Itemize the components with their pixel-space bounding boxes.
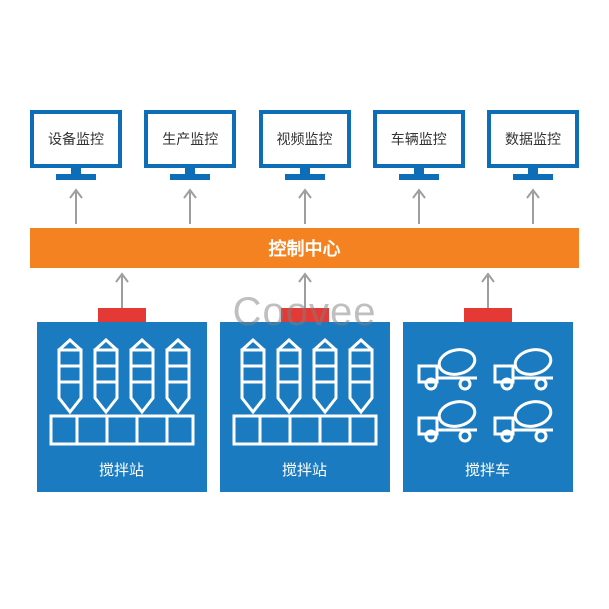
monitor-base (170, 174, 210, 180)
monitor-node: 车辆监控 (373, 110, 465, 180)
monitor-label: 车辆监控 (391, 129, 447, 149)
monitor-screen: 生产监控 (144, 110, 236, 168)
arrows-up-row (30, 184, 579, 224)
source-node-label: 搅拌车 (465, 459, 510, 480)
monitor-base (56, 174, 96, 180)
source-node-plant: 搅拌站 (37, 322, 207, 492)
source-tabs-row (30, 308, 579, 322)
arrow-up (373, 184, 465, 224)
monitor-screen: 视频监控 (259, 110, 351, 168)
monitor-base (399, 174, 439, 180)
monitor-screen: 数据监控 (487, 110, 579, 168)
source-node-label: 搅拌站 (99, 459, 144, 480)
source-tab (220, 308, 390, 322)
source-node-truck: 搅拌车 (403, 322, 573, 492)
arrow-up (487, 184, 579, 224)
control-center-label: 控制中心 (269, 235, 341, 261)
mixing-plant-icon (43, 332, 201, 453)
monitor-screen: 设备监控 (30, 110, 122, 168)
source-node-label: 搅拌站 (282, 459, 327, 480)
source-tab (403, 308, 573, 322)
source-node-plant: 搅拌站 (220, 322, 390, 492)
monitor-base (285, 174, 325, 180)
monitor-base (513, 174, 553, 180)
monitor-node: 设备监控 (30, 110, 122, 180)
monitor-node: 视频监控 (259, 110, 351, 180)
mixing-plant-icon (226, 332, 384, 453)
arrow-up (30, 184, 122, 224)
mixer-truck-icon (409, 332, 567, 453)
monitor-label: 生产监控 (162, 129, 218, 149)
arrow-up (259, 184, 351, 224)
monitors-row: 设备监控 生产监控 视频监控 车辆监控 数据监控 (30, 110, 579, 180)
arrow-up-to-center (220, 268, 390, 308)
monitor-label: 数据监控 (505, 129, 561, 149)
monitor-label: 设备监控 (48, 129, 104, 149)
monitor-node: 数据监控 (487, 110, 579, 180)
control-center-bar: 控制中心 (30, 228, 579, 268)
source-tab (37, 308, 207, 322)
monitor-label: 视频监控 (277, 129, 333, 149)
arrow-up-to-center (403, 268, 573, 308)
arrow-up-to-center (37, 268, 207, 308)
monitor-node: 生产监控 (144, 110, 236, 180)
source-nodes-row: 搅拌站 (30, 322, 579, 492)
arrows-down-row (30, 268, 579, 308)
monitor-screen: 车辆监控 (373, 110, 465, 168)
diagram-canvas: 设备监控 生产监控 视频监控 车辆监控 数据监控 (30, 110, 579, 500)
arrow-up (144, 184, 236, 224)
